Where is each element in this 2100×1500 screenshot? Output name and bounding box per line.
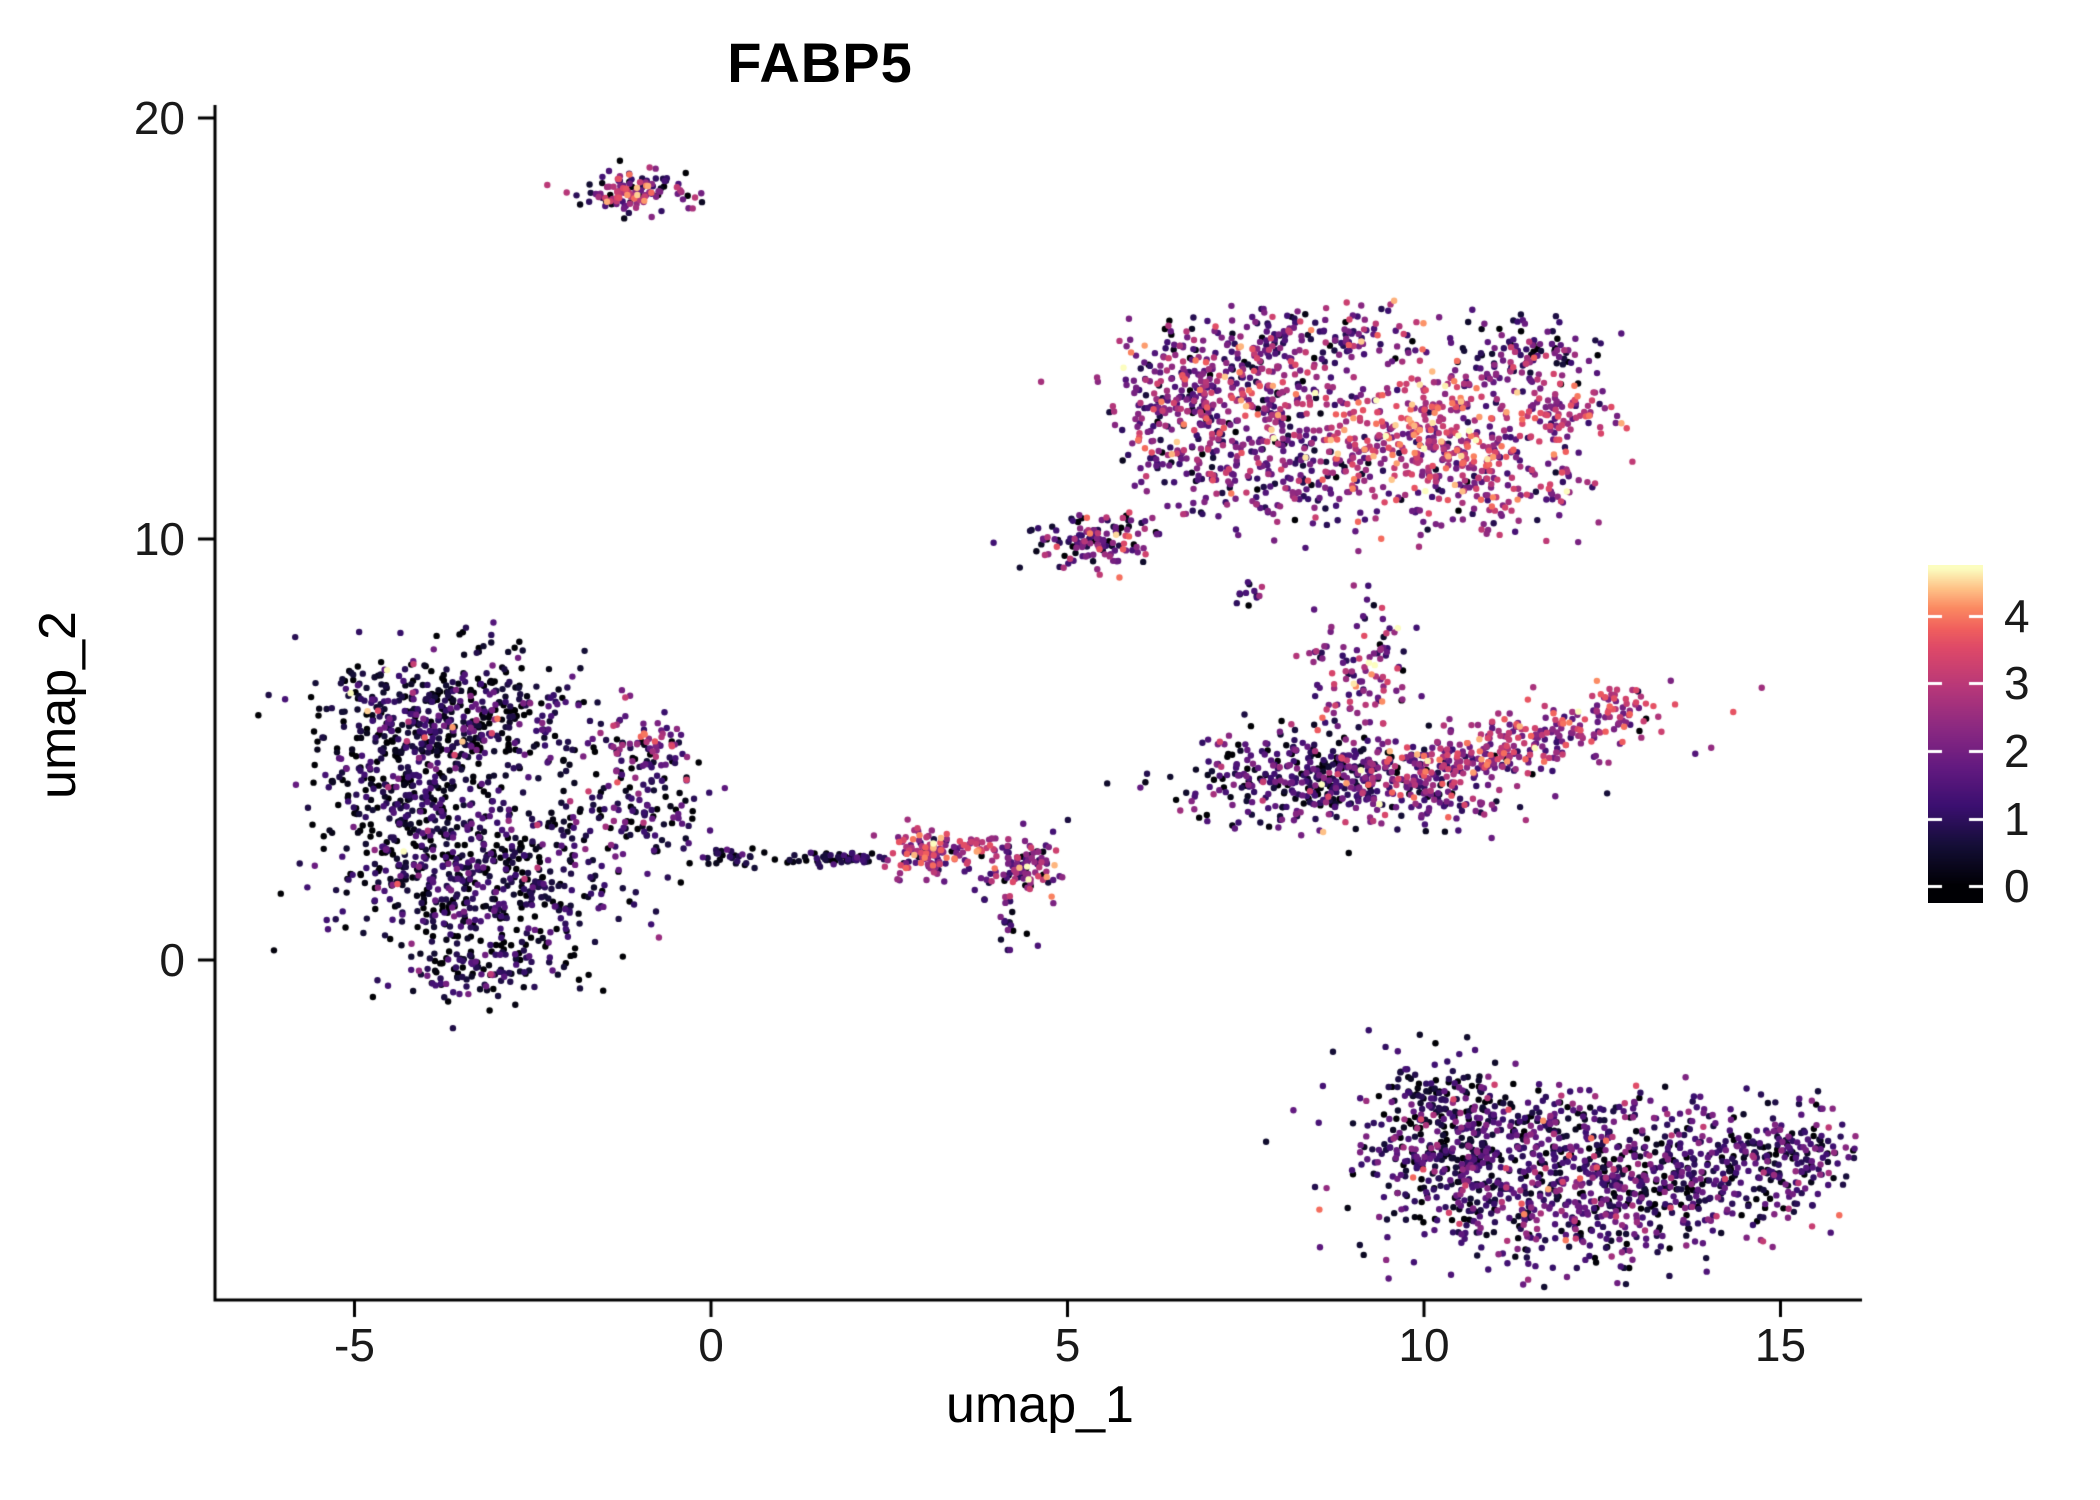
chart-title: FABP5 <box>727 31 913 94</box>
colorbar-tick-label: 2 <box>2004 724 2030 777</box>
y-tick-label: 10 <box>133 513 185 565</box>
colorbar-tick-label: 0 <box>2004 860 2030 913</box>
x-axis-label: umap_1 <box>946 1376 1134 1434</box>
colorbar-tick-label: 3 <box>2004 657 2030 710</box>
x-tick-label: 0 <box>698 1319 724 1371</box>
x-tick-label: 5 <box>1054 1319 1081 1371</box>
colorbar-gradient <box>1928 565 1983 903</box>
x-tick-label: -5 <box>334 1319 375 1371</box>
x-tick-label: 10 <box>1398 1319 1450 1371</box>
y-tick-label: 0 <box>159 934 185 986</box>
colorbar-tick-label: 1 <box>2004 792 2030 845</box>
x-tick-label: 15 <box>1754 1319 1807 1371</box>
y-tick-label: 20 <box>133 92 185 144</box>
colorbar-tick-label: 4 <box>2004 589 2030 642</box>
y-axis-label: umap_2 <box>29 611 87 799</box>
